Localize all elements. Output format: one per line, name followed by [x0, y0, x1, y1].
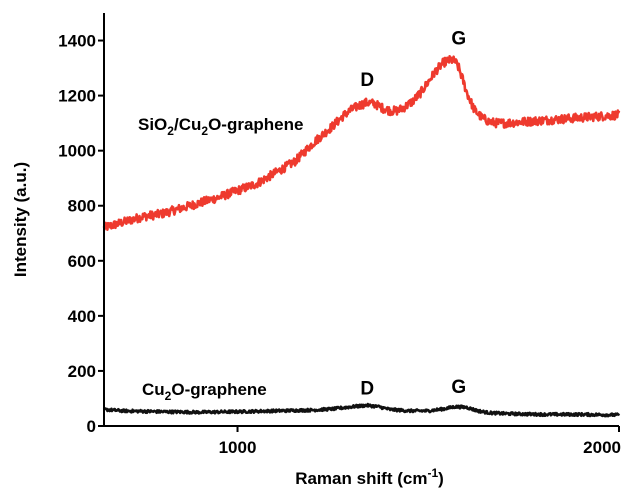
y-tick-label-6: 1200 [58, 87, 96, 106]
y-tick-label-4: 800 [68, 197, 96, 216]
peak-label-1: G [451, 29, 466, 50]
y-tick-label-5: 1000 [58, 142, 96, 161]
x-axis-title: Raman shift (cm-1) [295, 466, 444, 488]
plot-area [102, 54, 621, 418]
x-tick-label-0: 1000 [219, 438, 257, 457]
y-tick-label-7: 1400 [58, 32, 96, 51]
axes: 0 200 400 600 800 1000 1200 1400 1000 2000 [58, 13, 621, 457]
y-tick-label-3: 600 [68, 252, 96, 271]
labels: Intensity (a.u.) Raman shift (cm-1) SiO2/C… [11, 29, 466, 488]
peak-label-3: G [451, 377, 466, 398]
peak-label-0: D [360, 70, 374, 91]
peak-label-2: D [360, 378, 374, 399]
series-line-0 [102, 54, 621, 231]
y-tick-label-1: 200 [68, 362, 96, 381]
y-tick-label-0: 0 [87, 417, 96, 436]
y-axis-title: Intensity (a.u.) [11, 162, 30, 277]
series-label-0: SiO2/Cu2O-graphene [138, 115, 303, 138]
y-tick-label-2: 400 [68, 307, 96, 326]
series-label-1: Cu2O-graphene [142, 380, 267, 403]
x-tick-label-1: 2000 [583, 438, 621, 457]
series-line-1 [102, 402, 621, 418]
